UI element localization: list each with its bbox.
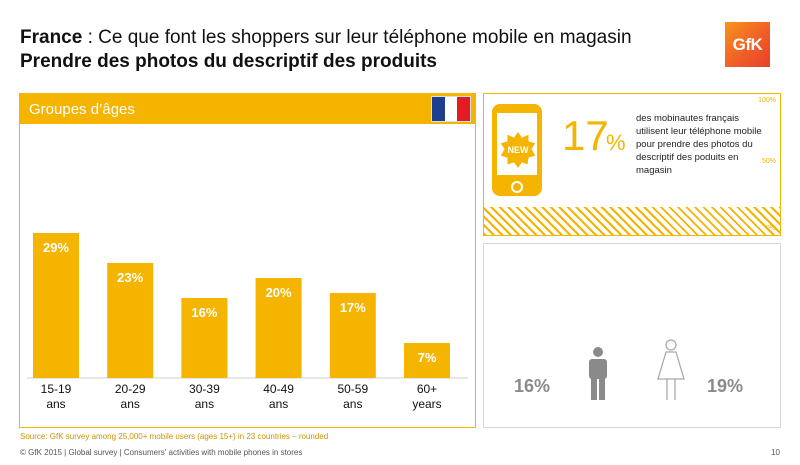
page-subtitle: Prendre des photos du descriptif des pro…	[20, 51, 437, 72]
bar-value-label: 16%	[191, 305, 217, 320]
bar-value-label: 29%	[43, 240, 69, 255]
badge-label: NEW	[508, 145, 530, 155]
gender-panel: 16% 19%	[483, 243, 781, 428]
flag-stripe-red	[457, 97, 471, 121]
age-bar-chart: 29%15-19ans23%20-29ans16%30-39ans20%40-4…	[27, 233, 468, 411]
x-tick-label: ans	[195, 397, 214, 411]
age-groups-title: Groupes d’âges	[29, 101, 135, 118]
scale-label-bottom: 0%	[765, 225, 776, 232]
new-badge-icon: NEW	[499, 130, 537, 170]
x-tick-label: ans	[343, 397, 362, 411]
x-tick-label: years	[412, 397, 441, 411]
bar	[329, 293, 376, 378]
x-tick-label: 15-19	[41, 382, 72, 396]
source-note: Source: GfK survey among 25,000+ mobile …	[20, 432, 329, 441]
scale-label-top: 100%	[758, 97, 776, 104]
x-tick-label: ans	[269, 397, 288, 411]
highlight-value: 17	[562, 112, 609, 159]
title-country: France	[20, 27, 83, 48]
hatch-fill	[484, 207, 780, 235]
bar-value-label: 23%	[117, 270, 143, 285]
x-tick-label: 30-39	[189, 382, 220, 396]
bar	[404, 343, 450, 378]
women-value: 19%	[707, 376, 744, 396]
man-icon	[589, 347, 607, 400]
gfk-logo: GfK	[725, 22, 770, 67]
woman-icon	[657, 339, 685, 400]
highlight-panel: NEW 17 % des mobinautes français utilise…	[483, 93, 781, 236]
bar-value-label: 20%	[266, 285, 292, 300]
x-tick-label: 60+	[417, 382, 437, 396]
x-tick-label: ans	[46, 397, 65, 411]
page-number: 10	[771, 448, 780, 457]
bar-value-label: 17%	[340, 300, 366, 315]
france-flag-icon	[431, 96, 471, 122]
x-tick-label: 50-59	[337, 382, 368, 396]
scale-label-mid: 50%	[761, 158, 776, 165]
title-text: : Ce que font les shoppers sur leur télé…	[82, 27, 632, 48]
highlight-unit: %	[606, 130, 626, 155]
footer-text: © GfK 2015 | Global survey | Consumers' …	[20, 448, 303, 457]
bar	[181, 298, 228, 378]
x-tick-label: ans	[121, 397, 140, 411]
age-groups-header: Groupes d’âges	[20, 94, 475, 124]
bar	[255, 278, 302, 378]
men-value: 16%	[514, 376, 551, 396]
x-tick-label: 40-49	[263, 382, 294, 396]
flag-stripe-white	[444, 97, 458, 121]
age-groups-panel: Groupes d’âges	[19, 93, 476, 428]
highlight-description: des mobinautes français utilisent leur t…	[636, 113, 762, 176]
x-tick-label: 20-29	[115, 382, 146, 396]
page-title: France : Ce que font les shoppers sur le…	[20, 27, 632, 49]
bar	[107, 263, 154, 378]
bar-value-label: 7%	[418, 350, 437, 365]
flag-stripe-blue	[432, 97, 445, 121]
bar	[33, 233, 79, 378]
